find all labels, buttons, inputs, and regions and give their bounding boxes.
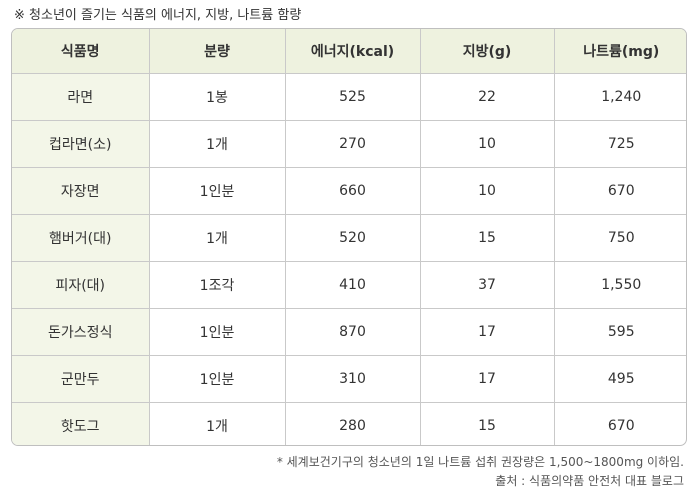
cell-serving: 1봉 [149, 73, 286, 121]
cell-energy: 660 [285, 167, 421, 215]
cell-serving: 1개 [149, 214, 286, 262]
cell-energy: 270 [285, 120, 421, 168]
cell-fat: 15 [420, 214, 555, 262]
header-energy: 에너지(kcal) [285, 29, 421, 74]
table-header-row: 식품명 분량 에너지(kcal) 지방(g) 나트륨(mg) [12, 29, 686, 74]
cell-food-name: 돈가스정식 [12, 308, 150, 356]
cell-sodium: 670 [554, 167, 686, 215]
cell-serving: 1개 [149, 402, 286, 445]
cell-serving: 1인분 [149, 355, 286, 403]
cell-energy: 310 [285, 355, 421, 403]
cell-sodium: 670 [607, 417, 635, 434]
table-row: 자장면 1인분 660 10 670 [12, 167, 686, 215]
cell-food-name: 햄버거(대) [12, 214, 150, 262]
table-row: 핫도그 1개 280 15 670 [12, 402, 686, 445]
cell-sodium: 595 [554, 308, 686, 356]
cell-serving: 1인분 [149, 308, 286, 356]
cell-energy: 870 [285, 308, 421, 356]
header-fat: 지방(g) [420, 29, 555, 74]
cell-energy: 520 [285, 214, 421, 262]
cell-fat: 15 [420, 402, 555, 445]
table-row: 라면 1봉 525 22 1,240 [12, 73, 686, 121]
cell-fat: 10 [420, 167, 555, 215]
cell-sodium: 725 [554, 120, 686, 168]
cell-serving: 1인분 [149, 167, 286, 215]
cell-food-name: 컵라면(소) [12, 120, 150, 168]
cell-serving: 1조각 [149, 261, 286, 309]
header-serving: 분량 [149, 29, 286, 74]
header-sodium: 나트륨(mg) [554, 29, 686, 74]
cell-sodium: 750 [554, 214, 686, 262]
cell-fat: 37 [420, 261, 555, 309]
cell-sodium: 1,240 [554, 73, 686, 121]
cell-food-name: 군만두 [12, 355, 150, 403]
cell-energy: 410 [285, 261, 421, 309]
cell-sodium: 495 [554, 355, 686, 403]
cell-food-name: 핫도그 [12, 402, 150, 445]
table-row: 돈가스정식 1인분 870 17 595 [12, 308, 686, 356]
header-food-name: 식품명 [12, 29, 150, 74]
cell-fat: 17 [420, 308, 555, 356]
cell-serving: 1개 [149, 120, 286, 168]
cell-energy: 280 [285, 402, 421, 445]
table-row: 컵라면(소) 1개 270 10 725 [12, 120, 686, 168]
cell-energy: 525 [285, 73, 421, 121]
nutrition-table: 식품명 분량 에너지(kcal) 지방(g) 나트륨(mg) 라면 1봉 525… [11, 28, 687, 446]
cell-food-name: 자장면 [12, 167, 150, 215]
table-row: 햄버거(대) 1개 520 15 750 [12, 214, 686, 262]
table-caption: ※ 청소년이 즐기는 식품의 에너지, 지방, 나트륨 함량 [14, 8, 302, 23]
cell-fat: 10 [420, 120, 555, 168]
cell-fat: 22 [420, 73, 555, 121]
table-row: 군만두 1인분 310 17 495 [12, 355, 686, 403]
cell-food-name: 피자(대) [12, 261, 150, 309]
cell-sodium: 1,550 [554, 261, 686, 309]
source-citation: 출처 : 식품의약품 안전처 대표 블로그 [495, 474, 684, 488]
footnote: * 세계보건기구의 청소년의 1일 나트륨 섭취 권장량은 1,500~1800… [276, 455, 684, 469]
cell-fat: 17 [420, 355, 555, 403]
table-row: 피자(대) 1조각 410 37 1,550 [12, 261, 686, 309]
cell-food-name: 라면 [12, 73, 150, 121]
